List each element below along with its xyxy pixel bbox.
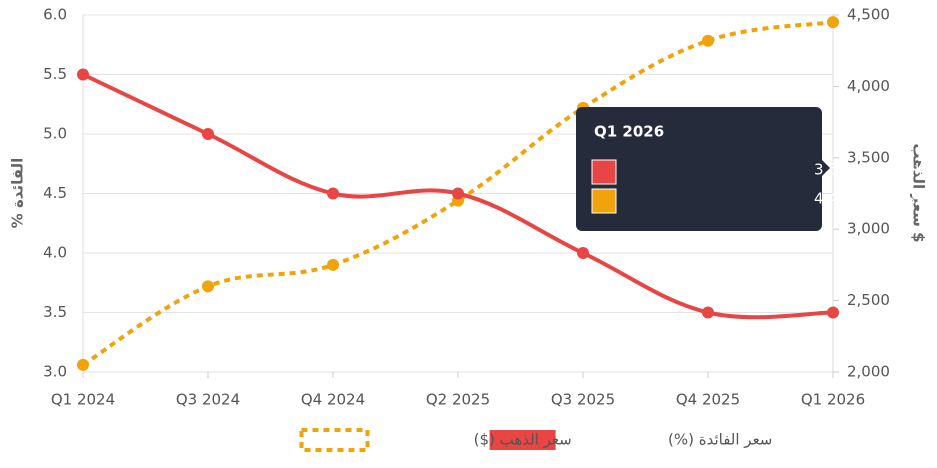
y-tick-label: 5.0 [43,125,67,143]
legend-swatch [299,428,370,452]
y-tick-label: 5.5 [43,65,67,83]
y-tick-label: 3.0 [43,363,67,381]
tooltip-line: سعر الفائدة (%): 3.5 [814,161,937,179]
y2-axis-title: سعر الذهب $ [910,143,928,242]
y-tick-label: 4.5 [43,184,67,202]
data-point [827,16,839,29]
y2-tick-label: 3,500 [847,148,890,166]
x-tick-label: Q1 2026 [801,391,865,409]
data-point [327,258,339,271]
y-tick-label: 6.0 [43,6,67,24]
tooltip-arrow [822,160,830,176]
x-tick-label: Q3 2025 [551,391,615,409]
y2-tick-label: 3,000 [847,220,890,238]
y-axis-title: % الفائدة [9,158,27,229]
legend-label: سعر الفائدة (%) [668,431,772,449]
data-point [702,306,714,319]
legend-label: سعر الذهب ($) [474,431,572,449]
y2-tick-label: 2,000 [847,363,890,381]
tooltip-swatch [591,188,617,214]
y2-tick-label: 4,000 [847,77,890,95]
x-tick-label: Q1 2024 [51,391,115,409]
data-point [77,68,89,81]
tooltip-swatch [591,159,617,185]
data-point [452,187,464,200]
x-tick-label: Q4 2025 [676,391,740,409]
data-point [827,306,839,319]
data-point [77,358,89,371]
tooltip-line: سعر الذهب ($): 4,450 [814,190,937,208]
x-tick-label: Q2 2025 [426,391,490,409]
data-point [577,247,589,259]
data-point [702,34,714,47]
x-tick-label: Q3 2024 [176,391,240,409]
y-tick-label: 4.0 [43,244,67,262]
legend-swatch [489,430,556,450]
data-point [202,128,214,140]
data-point [327,187,339,200]
tooltip: Q1 2026 سعر الفائدة (%): 3.5 سعر الذهب (… [576,107,937,231]
y2-tick-label: 2,500 [847,291,890,309]
y-tick-label: 3.5 [43,303,67,321]
tooltip-box [576,107,822,231]
data-point [202,280,214,293]
x-tick-label: Q4 2024 [301,391,365,409]
tooltip-title: Q1 2026 [594,123,664,141]
y2-tick-label: 4,500 [847,6,890,24]
